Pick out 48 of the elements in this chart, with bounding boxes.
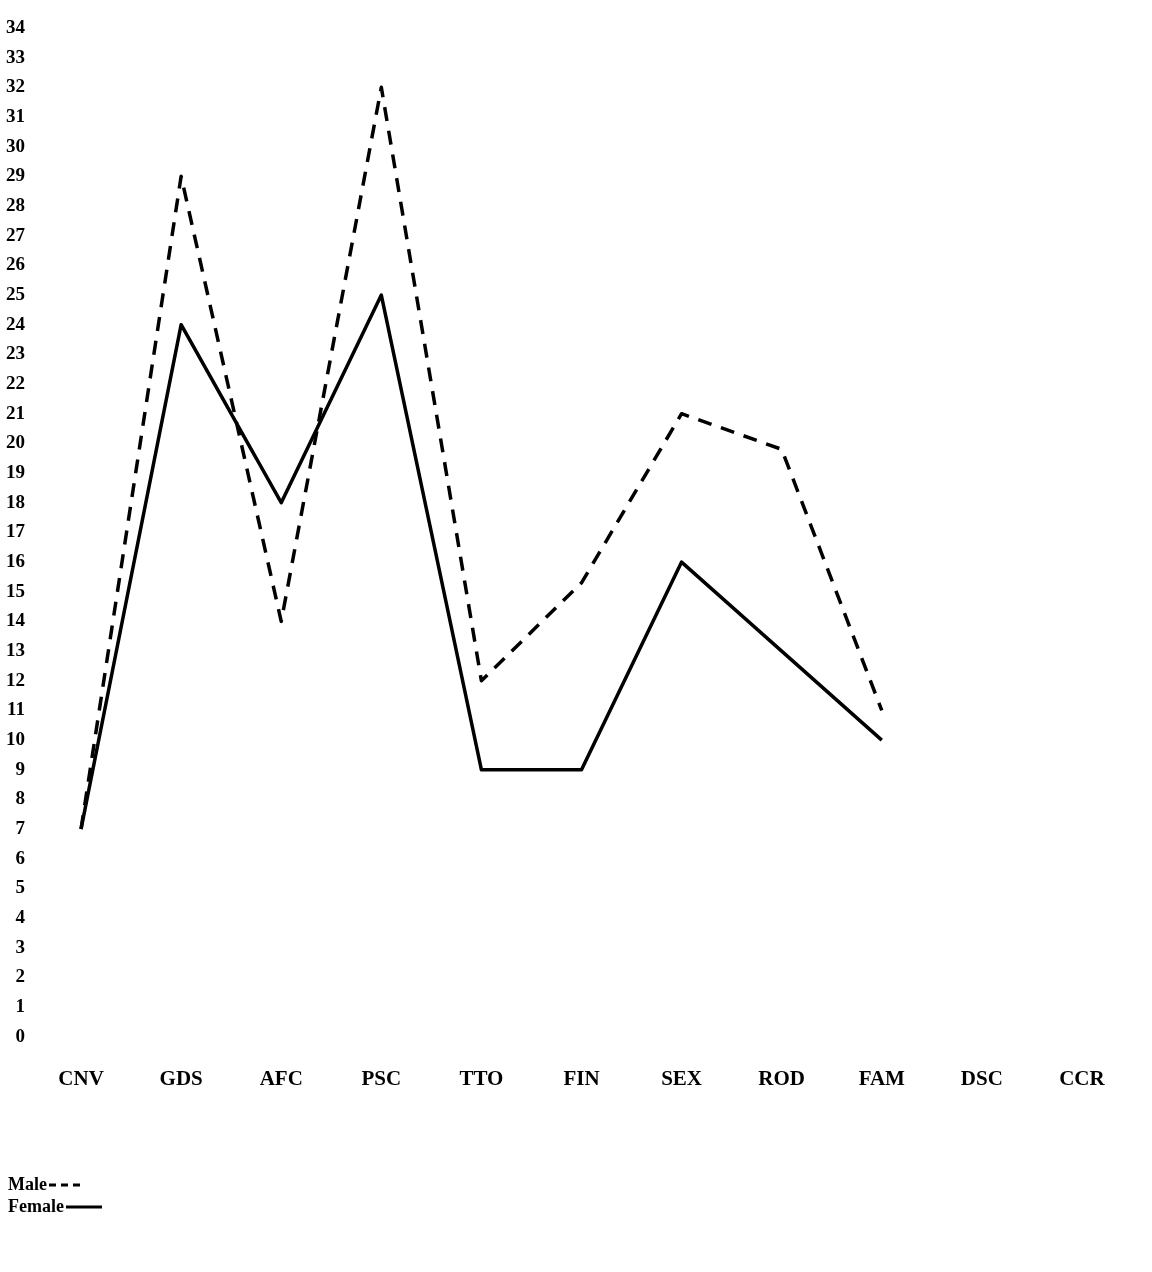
y-tick-label: 0	[15, 1024, 25, 1046]
y-tick-label: 28	[6, 193, 25, 215]
y-tick-label: 11	[7, 698, 25, 720]
y-tick-label: 8	[15, 787, 25, 809]
y-tick-label: 23	[6, 342, 25, 364]
y-tick-label: 13	[6, 638, 25, 660]
y-tick-label: 24	[6, 312, 26, 334]
y-tick-label: 5	[15, 876, 25, 898]
x-tick-label: CNV	[58, 1065, 104, 1090]
x-tick-label: TTO	[459, 1065, 504, 1090]
y-tick-label: 29	[6, 164, 25, 186]
x-tick-label: PSC	[361, 1065, 402, 1090]
y-tick-label: 14	[6, 609, 26, 631]
x-tick-label: ROD	[758, 1065, 806, 1090]
y-tick-label: 18	[6, 490, 25, 512]
y-tick-label: 30	[6, 134, 25, 156]
y-tick-label: 17	[6, 520, 26, 542]
y-tick-label: 9	[15, 757, 25, 779]
y-tick-label: 16	[6, 549, 25, 571]
y-tick-label: 32	[6, 75, 25, 97]
y-tick-label: 3	[15, 935, 25, 957]
x-tick-label: GDS	[159, 1065, 203, 1090]
y-tick-label: 27	[6, 223, 26, 245]
y-tick-label: 19	[6, 460, 25, 482]
y-tick-label: 20	[6, 431, 25, 453]
y-tick-label: 2	[15, 965, 25, 987]
y-tick-label: 7	[15, 817, 26, 839]
x-tick-label: AFC	[259, 1065, 303, 1090]
x-tick-label: DSC	[960, 1065, 1003, 1090]
x-tick-label: SEX	[661, 1065, 703, 1090]
y-tick-label: 1	[15, 995, 25, 1017]
y-tick-label: 10	[6, 728, 25, 749]
y-tick-label: 22	[6, 371, 25, 393]
legend-label: Female	[8, 1195, 64, 1216]
legend-label: Male	[8, 1173, 47, 1194]
x-tick-label: CCR	[1059, 1065, 1106, 1090]
y-tick-label: 21	[6, 401, 25, 423]
y-tick-label: 25	[6, 282, 25, 304]
y-tick-label: 33	[6, 45, 25, 67]
y-tick-label: 4	[15, 906, 26, 928]
x-tick-label: FAM	[858, 1065, 906, 1090]
y-tick-label: 26	[6, 253, 25, 275]
y-tick-label: 15	[6, 579, 25, 601]
y-tick-label: 6	[15, 846, 25, 868]
y-tick-label: 12	[6, 668, 25, 690]
x-tick-label: FIN	[563, 1065, 600, 1090]
y-tick-label: 34	[6, 15, 26, 37]
y-tick-label: 31	[6, 104, 25, 126]
